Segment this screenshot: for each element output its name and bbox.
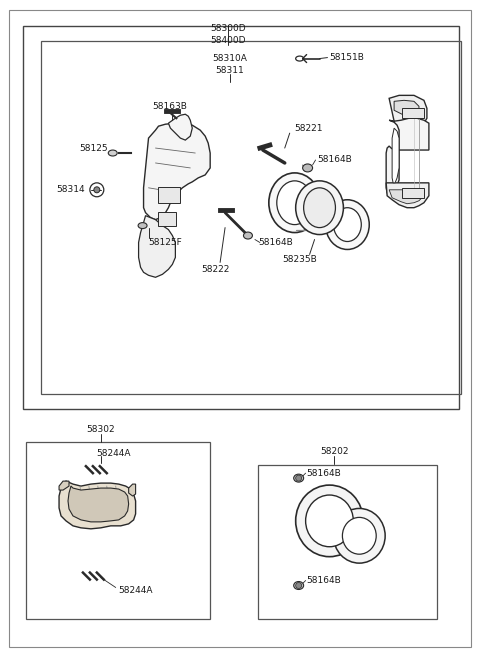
Text: 58314: 58314	[56, 185, 84, 194]
Text: 58300D: 58300D	[210, 24, 246, 34]
Polygon shape	[59, 481, 136, 529]
Text: 58311: 58311	[216, 66, 244, 75]
Ellipse shape	[296, 485, 363, 556]
Circle shape	[296, 583, 301, 589]
Ellipse shape	[325, 200, 369, 250]
Bar	[41, 41, 461, 394]
Text: 58222: 58222	[201, 265, 229, 274]
Polygon shape	[139, 215, 175, 277]
Text: 58310A: 58310A	[213, 54, 248, 63]
Ellipse shape	[334, 208, 361, 242]
Ellipse shape	[302, 164, 312, 172]
Polygon shape	[168, 114, 192, 140]
Text: 58302: 58302	[86, 425, 115, 434]
Polygon shape	[392, 128, 399, 183]
Bar	[23, 26, 459, 409]
Text: 58125F: 58125F	[148, 238, 182, 247]
Bar	[402, 108, 424, 118]
Polygon shape	[68, 486, 129, 522]
Ellipse shape	[294, 581, 304, 589]
Text: 58221: 58221	[295, 124, 323, 133]
Bar	[402, 188, 424, 198]
Circle shape	[94, 187, 100, 193]
Text: 58164B: 58164B	[258, 238, 293, 247]
Ellipse shape	[243, 232, 252, 239]
Ellipse shape	[342, 518, 376, 555]
Text: 58151B: 58151B	[329, 53, 364, 62]
Polygon shape	[74, 486, 128, 518]
Text: 58400D: 58400D	[210, 36, 246, 45]
Polygon shape	[386, 183, 429, 208]
Ellipse shape	[306, 495, 353, 547]
Bar	[26, 442, 210, 620]
Bar	[158, 212, 176, 225]
Text: 58202: 58202	[320, 447, 348, 456]
Text: 58235B: 58235B	[282, 255, 317, 264]
Ellipse shape	[138, 223, 147, 229]
Ellipse shape	[108, 150, 117, 156]
Polygon shape	[389, 95, 427, 126]
Circle shape	[296, 475, 301, 481]
Ellipse shape	[269, 173, 321, 233]
Polygon shape	[144, 124, 210, 219]
Ellipse shape	[304, 188, 336, 227]
Bar	[258, 465, 437, 620]
Text: 58164B: 58164B	[318, 156, 352, 164]
Text: 58164B: 58164B	[307, 576, 341, 585]
Text: 58244A: 58244A	[119, 586, 153, 595]
Text: 58244A: 58244A	[96, 449, 131, 458]
Text: 58125: 58125	[79, 143, 108, 152]
Polygon shape	[59, 481, 69, 490]
Polygon shape	[394, 101, 419, 116]
Ellipse shape	[334, 509, 385, 563]
Polygon shape	[129, 484, 136, 496]
Ellipse shape	[294, 474, 304, 482]
Ellipse shape	[296, 181, 343, 235]
Polygon shape	[386, 118, 429, 196]
Polygon shape	[389, 190, 424, 204]
Ellipse shape	[277, 181, 312, 225]
Text: 58164B: 58164B	[307, 468, 341, 478]
Bar	[158, 187, 180, 203]
Text: 58163B: 58163B	[153, 102, 187, 111]
